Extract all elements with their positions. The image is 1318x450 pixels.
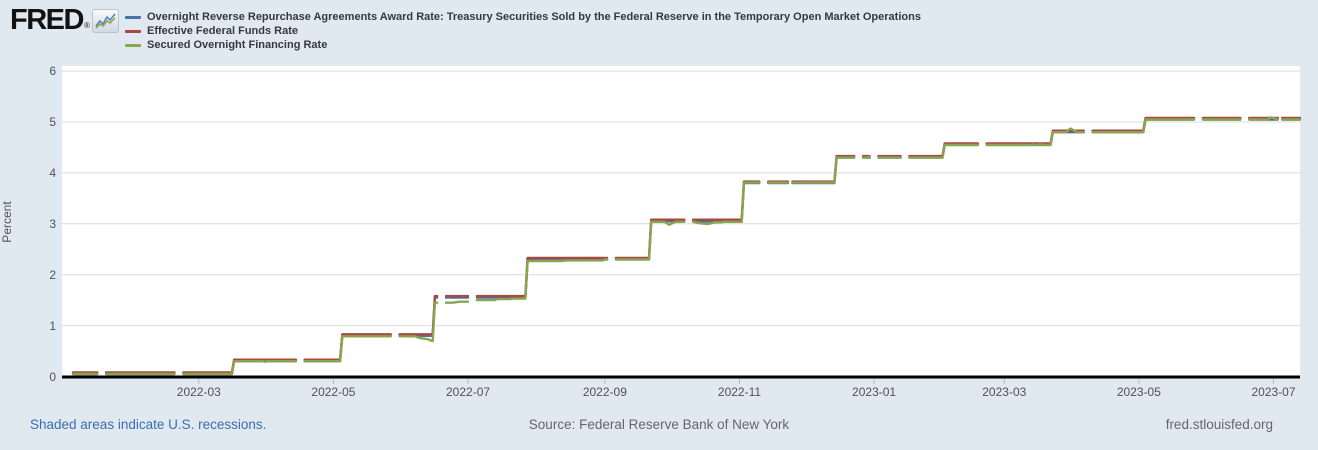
x-tick-label-2022-09: 2022-09 xyxy=(582,385,627,399)
x-tick-label-2022-07: 2022-07 xyxy=(446,385,491,399)
x-tick-label-2022-11: 2022-11 xyxy=(717,385,762,399)
legend-item-rrp-award-rate[interactable]: Overnight Reverse Repurchase Agreements … xyxy=(125,10,921,24)
legend-label-sofr: Secured Overnight Financing Rate xyxy=(147,39,328,51)
x-tick-label-2022-03: 2022-03 xyxy=(176,385,221,399)
x-tick-label-2023-03: 2023-03 xyxy=(982,385,1027,399)
legend-label-effr: Effective Federal Funds Rate xyxy=(147,25,298,37)
fred-logo[interactable]: FRED ® xyxy=(10,4,119,36)
x-axis-line xyxy=(62,375,1300,379)
chart-legend: Overnight Reverse Repurchase Agreements … xyxy=(125,10,921,52)
y-tick-label-4: 4 xyxy=(49,165,56,180)
fred-site-link[interactable]: fred.stlouisfed.org xyxy=(1165,417,1273,432)
x-tick-label-2023-01: 2023-01 xyxy=(852,385,897,399)
legend-item-sofr[interactable]: Secured Overnight Financing Rate xyxy=(125,38,921,52)
registered-trademark-icon: ® xyxy=(83,21,90,30)
x-tick-label-2023-07: 2023-07 xyxy=(1251,385,1296,399)
legend-item-effr[interactable]: Effective Federal Funds Rate xyxy=(125,24,921,38)
y-tick-label-5: 5 xyxy=(49,115,56,129)
x-tick-label-2022-05: 2022-05 xyxy=(311,385,356,399)
y-tick-label-2: 2 xyxy=(49,267,56,282)
legend-swatch-effr xyxy=(125,29,141,33)
legend-label-rrp: Overnight Reverse Repurchase Agreements … xyxy=(147,11,921,23)
y-tick-label-6: 6 xyxy=(49,64,56,79)
series-line-sofr xyxy=(71,116,1302,376)
recessions-note-link[interactable]: Shaded areas indicate U.S. recessions. xyxy=(30,417,267,432)
line-chart-icon xyxy=(91,9,119,33)
fred-logo-text: FRED xyxy=(10,4,84,36)
legend-swatch-sofr xyxy=(125,43,141,47)
legend-swatch-rrp xyxy=(125,15,141,19)
series-line-effr xyxy=(71,116,1302,374)
x-tick-label-2023-05: 2023-05 xyxy=(1116,385,1161,399)
y-tick-label-1: 1 xyxy=(49,318,56,333)
y-tick-label-0: 0 xyxy=(49,369,56,384)
source-text[interactable]: Source: Federal Reserve Bank of New York xyxy=(528,417,790,432)
y-tick-label-3: 3 xyxy=(49,216,56,231)
series-line-rrp-award-rate xyxy=(71,118,1302,376)
